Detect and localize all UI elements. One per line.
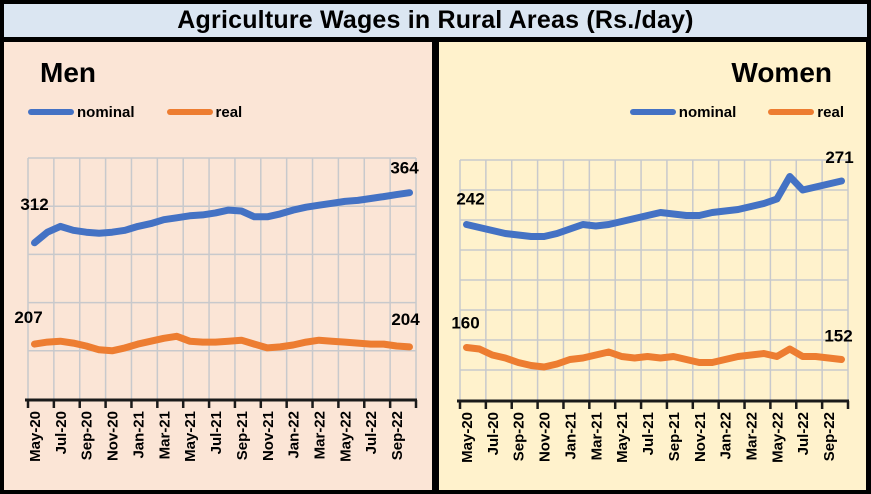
x-tick-label: Sep-20	[511, 412, 528, 461]
x-tick-label: May-20	[27, 411, 44, 462]
legend-label-nominal: nominal	[678, 103, 737, 121]
legend-swatch-real	[166, 109, 213, 115]
x-tick-label: Sep-22	[389, 411, 406, 460]
data-label-real_end: 204	[391, 310, 420, 329]
x-tick-label: Mar-21	[588, 412, 605, 460]
x-tick-label: May-22	[769, 412, 786, 463]
x-tick-label: Nov-21	[692, 412, 709, 462]
panel-women-legend: nominal real	[439, 103, 866, 121]
panel-women: Women nominal real May-20 Jul-20 Sep-20 Nov…	[439, 42, 866, 490]
x-tick-label: May-21	[614, 412, 631, 463]
x-tick-label: Jul-20	[485, 412, 502, 455]
x-tick-label: Mar-22	[312, 411, 329, 459]
x-tick-label: Jul-21	[640, 412, 657, 455]
panel-men-legend: nominal real	[4, 103, 432, 121]
series-line-nominal	[463, 173, 845, 240]
chart-title: Agriculture Wages in Rural Areas (Rs./da…	[177, 6, 694, 34]
data-label-nominal_start: 312	[20, 195, 48, 214]
x-tick-label: Mar-22	[744, 412, 761, 460]
x-tick-label: May-20	[459, 412, 476, 463]
chart-men: May-20 Jul-20 Sep-20 Nov-20 Jan-21 Mar-21 May-…	[14, 157, 420, 462]
x-tick-label: Jan-22	[286, 411, 303, 459]
x-tick-label: Jul-22	[795, 412, 812, 455]
series-line-real	[31, 332, 413, 355]
legend-swatch-nominal	[28, 109, 74, 115]
series-line-real	[463, 344, 845, 371]
x-tick-label: May-21	[182, 411, 199, 462]
x-tick-label: Jul-20	[53, 411, 70, 454]
data-label-real_start: 160	[451, 314, 479, 333]
legend-swatch-real	[768, 109, 815, 115]
panel-men-heading: Men	[40, 57, 96, 88]
data-label-real_end: 152	[824, 327, 852, 346]
x-tick-label: Sep-21	[234, 411, 251, 460]
series-line-nominal	[31, 189, 413, 247]
x-tick-label: Jan-22	[718, 412, 735, 460]
x-tick-label: May-22	[337, 411, 354, 462]
x-tick-label: Jul-21	[208, 411, 225, 454]
x-tick-label: Nov-20	[537, 412, 554, 462]
x-tick-label: Sep-20	[79, 411, 96, 460]
chart-women: May-20 Jul-20 Sep-20 Nov-20 Jan-21 Mar-21 May-…	[451, 148, 853, 463]
x-tick-label: Mar-21	[156, 411, 173, 459]
legend-label-nominal: nominal	[77, 103, 135, 121]
panel-men: Men nominal real May-20 Jul-20 Sep-20 Nov-2…	[4, 42, 432, 490]
chart-title-bar: Agriculture Wages in Rural Areas (Rs./da…	[4, 4, 867, 37]
x-tick-label: Jul-22	[363, 411, 380, 454]
x-tick-label: Sep-21	[666, 412, 683, 461]
data-label-nominal_end: 364	[390, 159, 419, 178]
data-label-nominal_start: 242	[456, 190, 484, 209]
x-tick-label: Jan-21	[130, 411, 147, 459]
legend-label-real: real	[817, 103, 844, 121]
data-label-nominal_end: 271	[825, 148, 853, 167]
x-tick-label: Jan-21	[562, 412, 579, 460]
legend-swatch-nominal	[629, 109, 676, 115]
panel-women-heading: Women	[731, 57, 832, 88]
legend-label-real: real	[215, 103, 243, 121]
x-tick-label: Nov-20	[105, 411, 122, 461]
data-label-real_start: 207	[14, 308, 42, 327]
x-tick-label: Nov-21	[260, 411, 277, 461]
x-tick-label: Sep-22	[821, 412, 838, 461]
